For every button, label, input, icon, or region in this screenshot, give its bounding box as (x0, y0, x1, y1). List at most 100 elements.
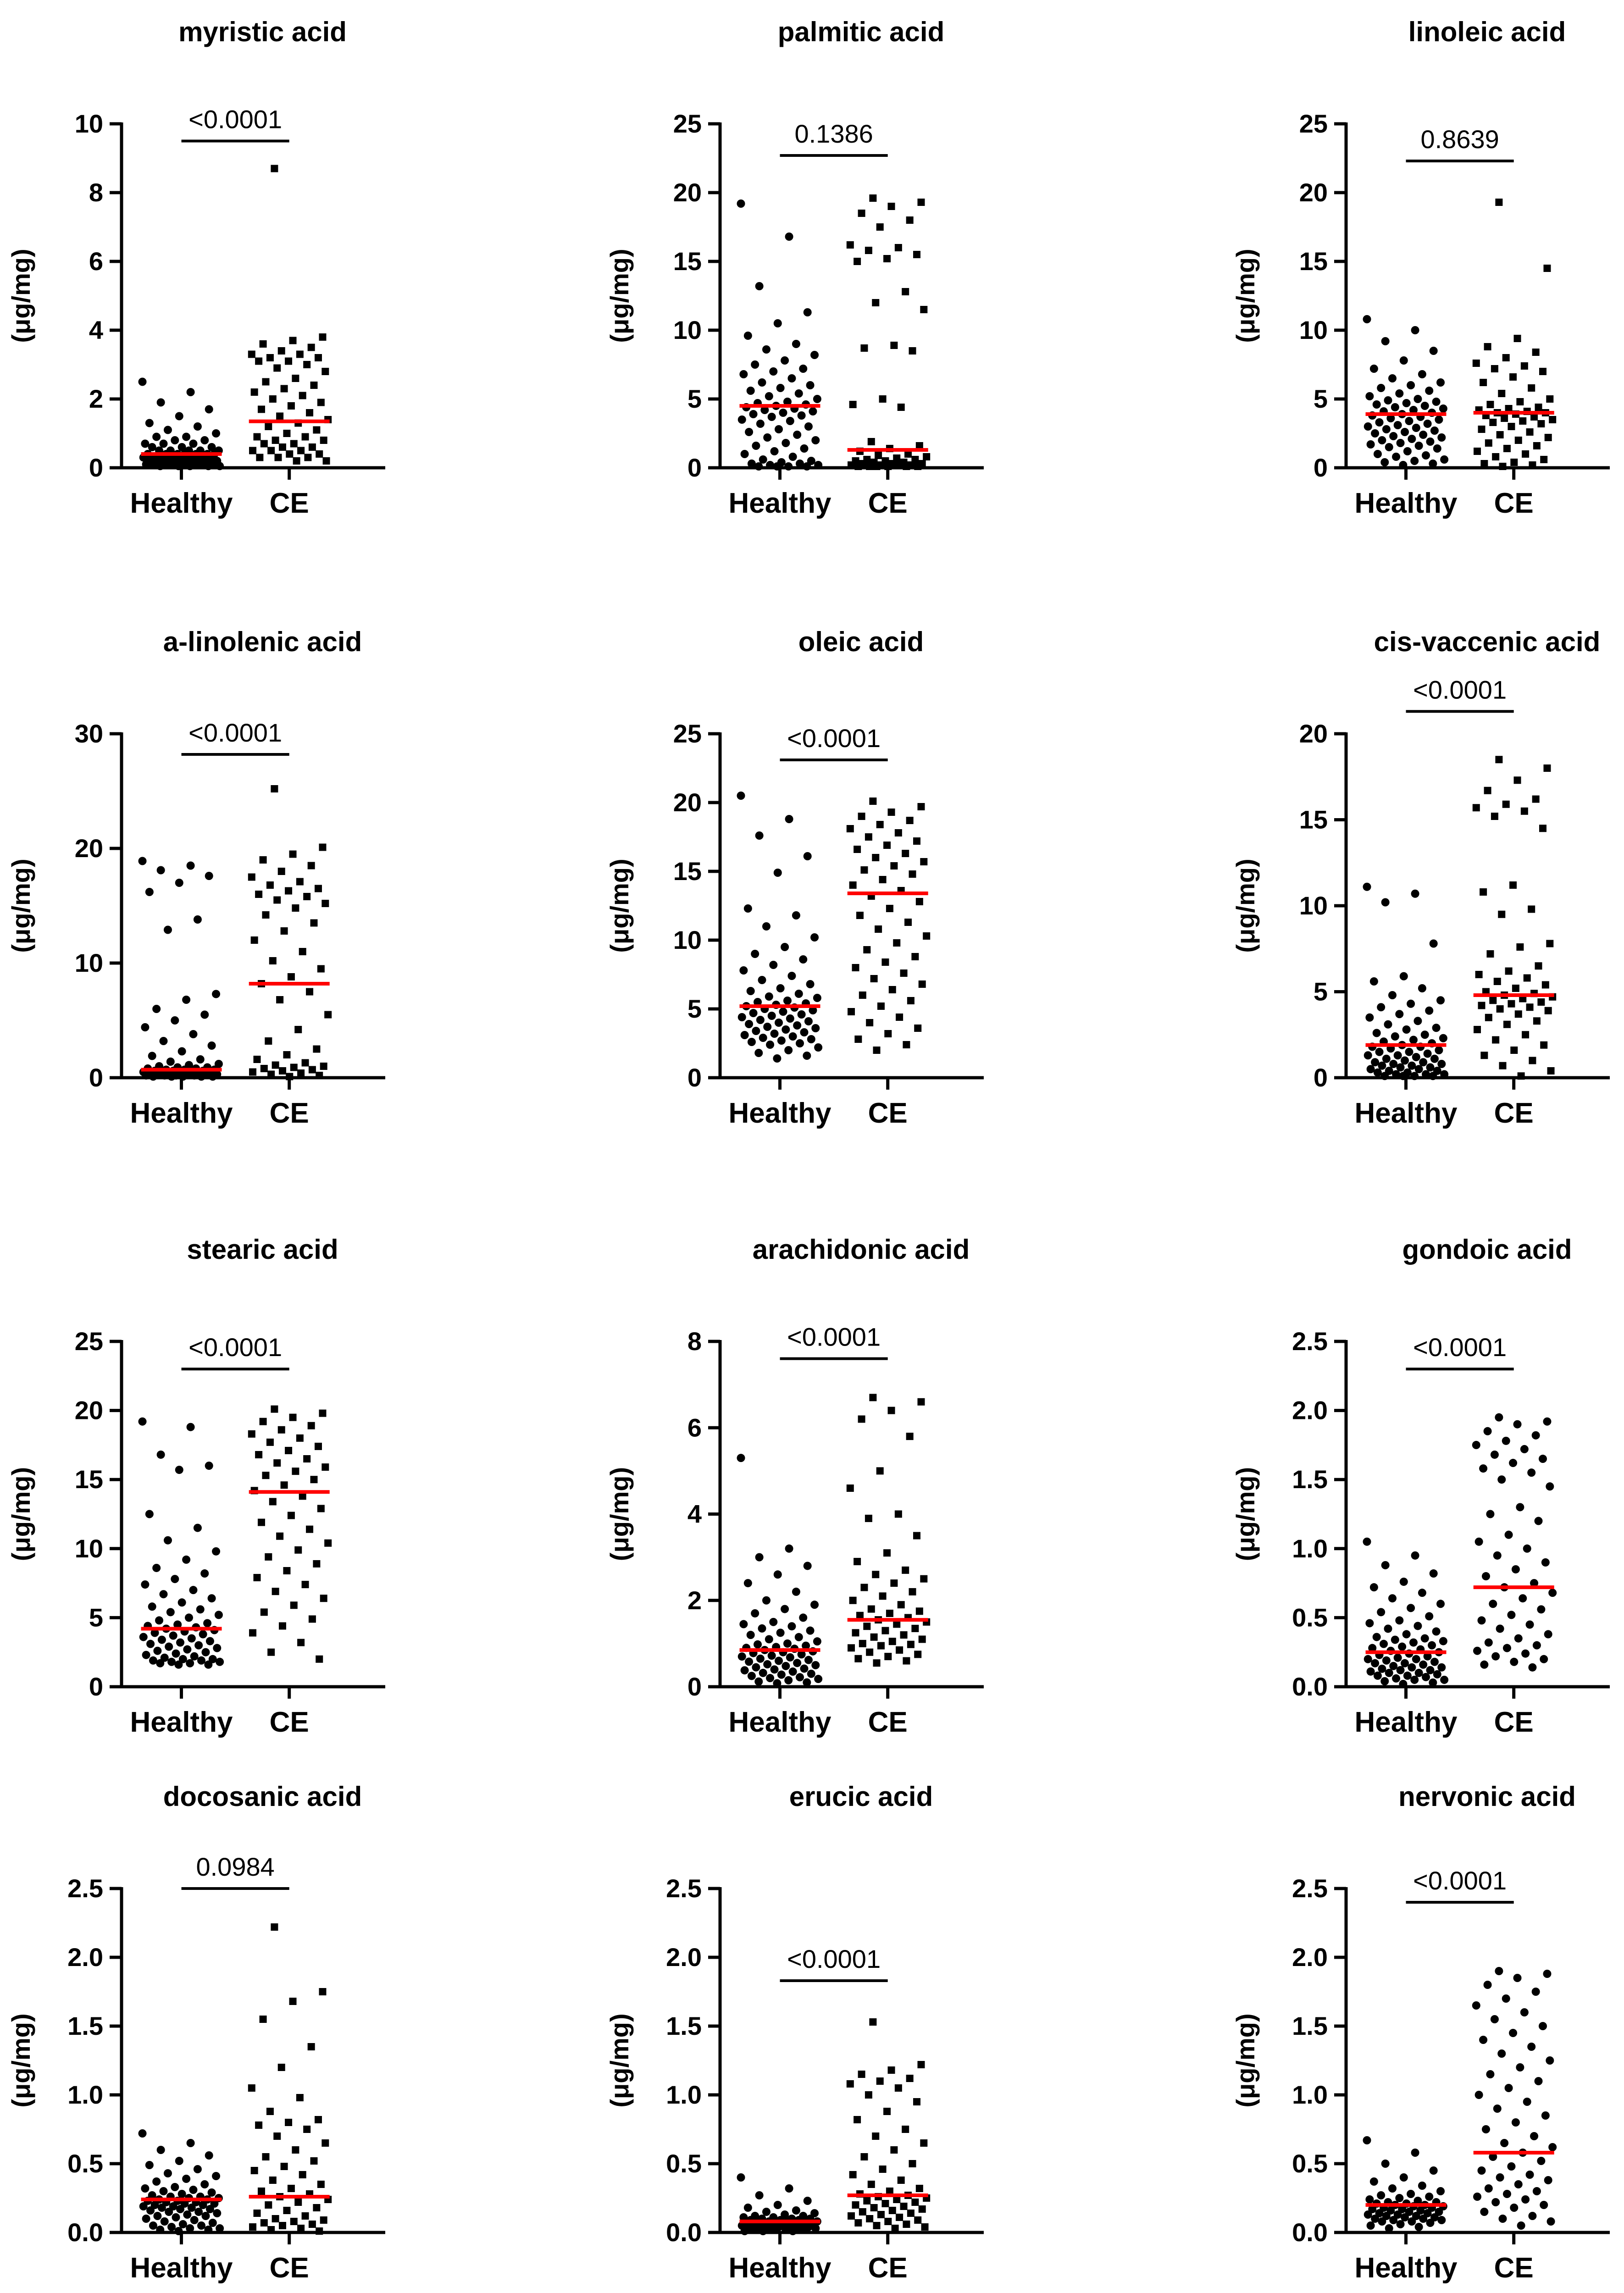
axes (718, 1887, 984, 2234)
y-tick-label: 15 (1299, 247, 1328, 276)
data-point (1382, 1054, 1391, 1063)
data-point (876, 2077, 884, 2085)
data-point (285, 357, 293, 365)
data-point (255, 2121, 263, 2129)
data-point (296, 878, 304, 886)
data-point (1433, 444, 1441, 453)
data-point (271, 785, 278, 792)
data-point (1365, 1013, 1374, 1022)
data-point (169, 1631, 177, 1640)
data-point (167, 460, 176, 469)
data-point (1546, 2217, 1555, 2226)
data-point (1505, 967, 1513, 975)
data-point (262, 378, 270, 386)
data-point (1393, 421, 1402, 429)
y-tick-label: 0.0 (1292, 1672, 1328, 1701)
data-point (894, 829, 902, 836)
data-point (807, 1669, 815, 1678)
data-point (797, 1010, 806, 1019)
data-point (1435, 1046, 1443, 1054)
data-point (1519, 1594, 1527, 1603)
data-point (322, 457, 330, 465)
data-point (149, 1656, 157, 1665)
data-point (1509, 1459, 1518, 1468)
data-point (149, 460, 157, 469)
data-point (803, 462, 811, 471)
y-tick-label: 1.0 (1292, 1534, 1328, 1563)
data-point (760, 406, 769, 414)
data-point (894, 1510, 902, 1518)
data-point (1532, 349, 1540, 356)
data-point (313, 1560, 321, 1567)
data-point (1413, 1017, 1422, 1025)
data-point (1477, 2166, 1486, 2175)
data-point (255, 1451, 263, 1458)
data-point (758, 1624, 766, 1633)
data-point (176, 1638, 185, 1647)
data-point (782, 439, 790, 447)
data-point (273, 1459, 281, 1467)
data-point (166, 1608, 175, 1617)
data-point (814, 1043, 823, 1052)
data-point (747, 460, 756, 468)
data-point (307, 862, 315, 870)
data-point (1384, 1020, 1392, 1029)
panel-gondoic-acid: gondoic acid (μg/mg) 0.0 0.5 1.0 1.5 2.0 2.5 Hea… (1231, 1234, 1610, 1738)
data-point (1399, 972, 1408, 980)
data-point (787, 1622, 796, 1631)
data-point (896, 461, 903, 469)
data-point (743, 904, 752, 913)
data-point (1484, 1638, 1493, 1647)
data-point (277, 868, 285, 875)
data-point (148, 1052, 156, 1060)
data-point (856, 912, 864, 919)
panel-oleic-acid: oleic acid (μg/mg) 0 5 10 15 20 25 Healthy CE <0.0… (605, 626, 984, 1129)
data-point (918, 980, 926, 988)
data-point (257, 1518, 265, 1526)
data-point (1533, 442, 1541, 449)
panel-title: a-linolenic acid (163, 626, 362, 657)
data-point (1363, 882, 1371, 891)
data-point (216, 2224, 224, 2232)
data-point (913, 251, 920, 258)
x-tick-label-healthy: Healthy (729, 1706, 831, 1738)
y-axis-label: (μg/mg) (605, 1467, 634, 1561)
y-tick-label: 2.0 (67, 1943, 103, 1972)
data-point (186, 1423, 195, 1431)
data-point (287, 973, 295, 980)
p-value: 0.1386 (794, 119, 873, 148)
data-point (1491, 365, 1498, 372)
data-point (872, 1571, 880, 1579)
data-point (297, 447, 305, 454)
data-point (914, 2216, 922, 2224)
data-point (906, 817, 914, 824)
data-point (1402, 1630, 1411, 1639)
data-point (1369, 977, 1378, 986)
data-point (1529, 1057, 1536, 1064)
data-point (911, 1624, 919, 1632)
data-point (1535, 962, 1542, 970)
data-point (872, 299, 880, 306)
y-tick-label: 1.0 (67, 2080, 103, 2109)
data-point (1478, 1002, 1485, 1009)
data-point (304, 454, 312, 461)
data-point (877, 1642, 885, 1650)
data-point (272, 437, 279, 444)
data-point (1408, 1061, 1416, 1070)
data-point (280, 385, 288, 393)
y-axis-label: (μg/mg) (6, 2013, 35, 2107)
data-point (1407, 381, 1415, 389)
y-tick-label: 0 (687, 1672, 702, 1701)
data-point (1504, 1530, 1513, 1539)
data-point (769, 367, 778, 376)
data-point (1496, 2173, 1504, 2182)
data-point (915, 1607, 923, 1615)
data-point (1472, 2001, 1480, 2010)
data-point (1531, 1431, 1540, 1440)
data-point (1546, 940, 1554, 947)
y-tick-label: 0 (687, 1063, 702, 1092)
data-point (775, 1019, 783, 1027)
data-point (319, 843, 327, 851)
data-point (200, 2180, 209, 2188)
data-point (809, 407, 817, 415)
